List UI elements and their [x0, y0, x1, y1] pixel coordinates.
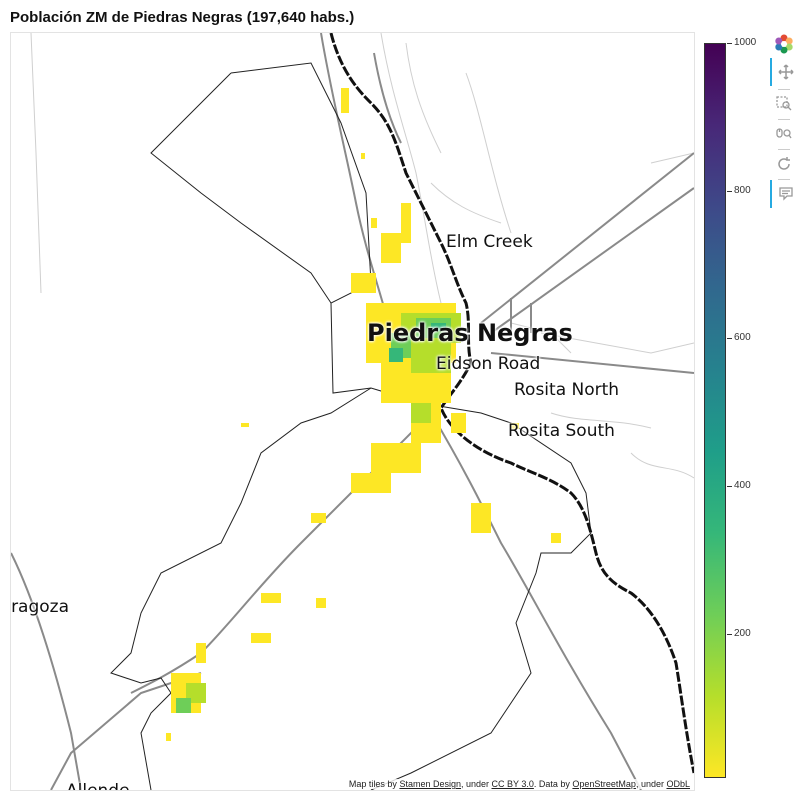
cc-license-link[interactable]: CC BY 3.0	[491, 779, 534, 789]
colorbar-tick	[727, 486, 732, 487]
toolbar-separator	[778, 119, 790, 120]
attribution-text: , under	[460, 779, 492, 789]
place-label: Elm Creek	[446, 232, 533, 252]
map-canvas[interactable]: Elm Creek Piedras Negras Eidson Road Ros…	[10, 32, 695, 791]
colorbar-tick	[727, 634, 732, 635]
basemap-layer	[11, 33, 694, 790]
colorbar-tick-label: 400	[734, 480, 751, 491]
colorbar-tick-label: 600	[734, 332, 751, 343]
colorbar-tick	[727, 43, 732, 44]
reset-tool-icon[interactable]	[770, 150, 798, 178]
place-label: Piedras Negras	[367, 319, 573, 347]
colorbar-tick-label: 1000	[734, 37, 757, 48]
box-zoom-tool-icon[interactable]	[770, 90, 798, 118]
bokeh-logo-icon[interactable]	[770, 30, 798, 58]
map-attribution: Map tiles by Stamen Design, under CC BY …	[346, 779, 692, 789]
colorbar-tick-label: 800	[734, 185, 751, 196]
colorbar-tick	[727, 191, 732, 192]
place-label: Eidson Road	[436, 354, 541, 374]
attribution-text: Map tiles by	[348, 779, 400, 789]
toolbar-separator	[778, 179, 790, 180]
odbl-link[interactable]: ODbL	[666, 779, 690, 789]
colorbar	[704, 43, 726, 778]
osm-link[interactable]: OpenStreetMap	[572, 779, 636, 789]
attribution-text: . Data by	[533, 779, 573, 789]
place-label: Zaragoza	[11, 597, 70, 617]
hover-tool-icon[interactable]	[770, 180, 800, 208]
place-label: Rosita South	[508, 421, 615, 441]
colorbar-tick	[727, 338, 732, 339]
place-label: Rosita North	[514, 380, 620, 400]
attribution-text: , under	[635, 779, 667, 789]
population-density-layer	[166, 88, 561, 741]
place-label: Allende	[66, 781, 130, 791]
colorbar-tick-label: 200	[734, 628, 751, 639]
page-title: Población ZM de Piedras Negras (197,640 …	[10, 9, 355, 26]
toolbar-separator	[778, 89, 790, 90]
wheel-zoom-tool-icon[interactable]	[770, 120, 798, 148]
pan-tool-icon[interactable]	[770, 58, 800, 86]
stamen-link[interactable]: Stamen Design	[399, 779, 461, 789]
toolbar-separator	[778, 149, 790, 150]
